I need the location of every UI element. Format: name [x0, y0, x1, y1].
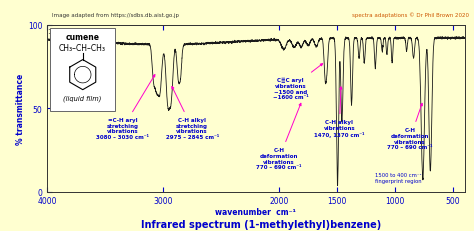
Text: C-H alkyl
vibrations
1470, 1370 cm⁻¹: C-H alkyl vibrations 1470, 1370 cm⁻¹	[314, 88, 365, 137]
Text: =C-H aryl
stretching
vibrations
3080 – 3030 cm⁻¹: =C-H aryl stretching vibrations 3080 – 3…	[96, 75, 155, 140]
X-axis label: wavenumber  cm⁻¹: wavenumber cm⁻¹	[216, 207, 296, 216]
Text: spectra adaptations © Dr Phil Brown 2020: spectra adaptations © Dr Phil Brown 2020	[352, 13, 469, 18]
Text: CH₃–CH–CH₃: CH₃–CH–CH₃	[59, 44, 106, 53]
Text: (liquid film): (liquid film)	[63, 95, 101, 102]
Text: C-H
deformation
vibrations
770 – 690 cm⁻¹: C-H deformation vibrations 770 – 690 cm⁻…	[256, 104, 302, 170]
Text: Infrared spectrum (1-methylethyl)benzene): Infrared spectrum (1-methylethyl)benzene…	[141, 219, 381, 229]
Text: C-H alkyl
stretching
vibrations
2975 – 2845 cm⁻¹: C-H alkyl stretching vibrations 2975 – 2…	[165, 87, 219, 140]
Text: Image adapted from https://sdbs.db.aist.go.jp: Image adapted from https://sdbs.db.aist.…	[52, 13, 179, 18]
Bar	[50, 29, 115, 112]
Text: 1500 to 400 cm⁻¹
fingerprint region: 1500 to 400 cm⁻¹ fingerprint region	[375, 173, 422, 183]
Text: 100: 100	[47, 29, 61, 35]
Text: cumene: cumene	[65, 33, 99, 42]
Text: C-H
deformation
vibrations
770 – 690 cm⁻¹: C-H deformation vibrations 770 – 690 cm⁻…	[387, 104, 433, 150]
Y-axis label: % transmittance: % transmittance	[16, 73, 25, 144]
Text: C≣C aryl
vibrations
~1500 and
~1600 cm⁻¹: C≣C aryl vibrations ~1500 and ~1600 cm⁻¹	[273, 64, 323, 100]
